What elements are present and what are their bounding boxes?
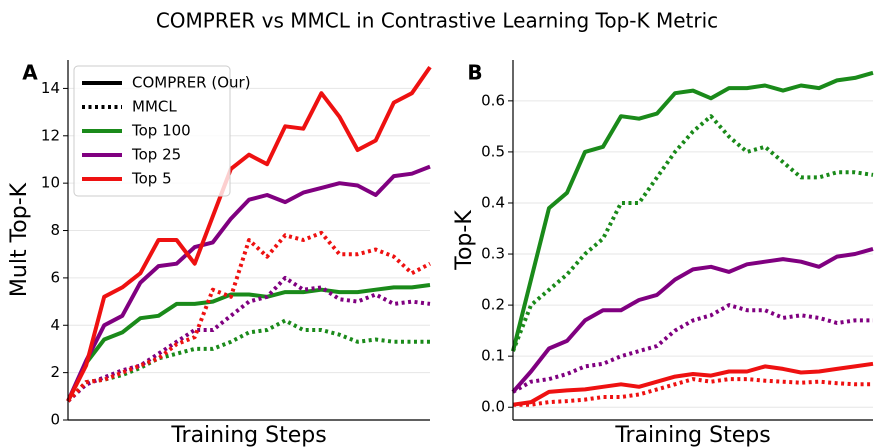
y-tick-label: 0.0 bbox=[481, 398, 505, 416]
y-tick-label: 12 bbox=[41, 126, 60, 144]
legend-label: Top 25 bbox=[131, 146, 181, 164]
data-line bbox=[66, 318, 430, 403]
data-line bbox=[511, 70, 874, 352]
y-tick-label: 2 bbox=[50, 363, 60, 381]
panel-label: A bbox=[22, 61, 38, 85]
figure-title: COMPRER vs MMCL in Contrastive Learning … bbox=[156, 9, 718, 33]
y-axis-label: Top-K bbox=[452, 210, 477, 271]
data-line bbox=[66, 283, 431, 402]
legend-label: Top 100 bbox=[131, 122, 191, 140]
data-line bbox=[66, 65, 432, 403]
y-tick-label: 0 bbox=[50, 411, 60, 429]
y-tick-label: 4 bbox=[50, 316, 60, 334]
data-line bbox=[512, 361, 874, 407]
legend-label: Top 5 bbox=[131, 170, 172, 188]
y-tick-label: 8 bbox=[50, 221, 60, 239]
legend: COMPRER (Our) MMCL Top 100 Top 25 Top 5 bbox=[73, 65, 251, 197]
legend-label: COMPRER (Our) bbox=[132, 74, 251, 92]
y-tick-label: 10 bbox=[41, 174, 60, 192]
legend-box bbox=[73, 65, 231, 197]
data-line bbox=[511, 246, 874, 394]
y-tick-label: 0.5 bbox=[481, 142, 505, 160]
y-tick-label: 0.2 bbox=[481, 296, 505, 314]
y-tick-label: 14 bbox=[41, 79, 60, 97]
y-tick-label: 0.6 bbox=[481, 91, 505, 109]
y-tick-label: 6 bbox=[50, 268, 60, 286]
y-tick-label: 0.4 bbox=[481, 193, 505, 211]
data-line bbox=[513, 377, 873, 407]
data-line bbox=[66, 164, 431, 402]
y-axis-label: Mult Top-K bbox=[7, 182, 32, 297]
y-tick-label: 0.1 bbox=[481, 347, 505, 365]
data-line bbox=[512, 303, 873, 394]
x-axis-label: Training Steps bbox=[614, 423, 770, 447]
panel-label: B bbox=[467, 61, 482, 85]
data-line bbox=[511, 114, 874, 352]
y-tick-label: 0.3 bbox=[481, 245, 505, 263]
x-axis-label: Training Steps bbox=[170, 423, 326, 447]
legend-label: MMCL bbox=[132, 98, 177, 116]
data-line bbox=[66, 230, 431, 403]
